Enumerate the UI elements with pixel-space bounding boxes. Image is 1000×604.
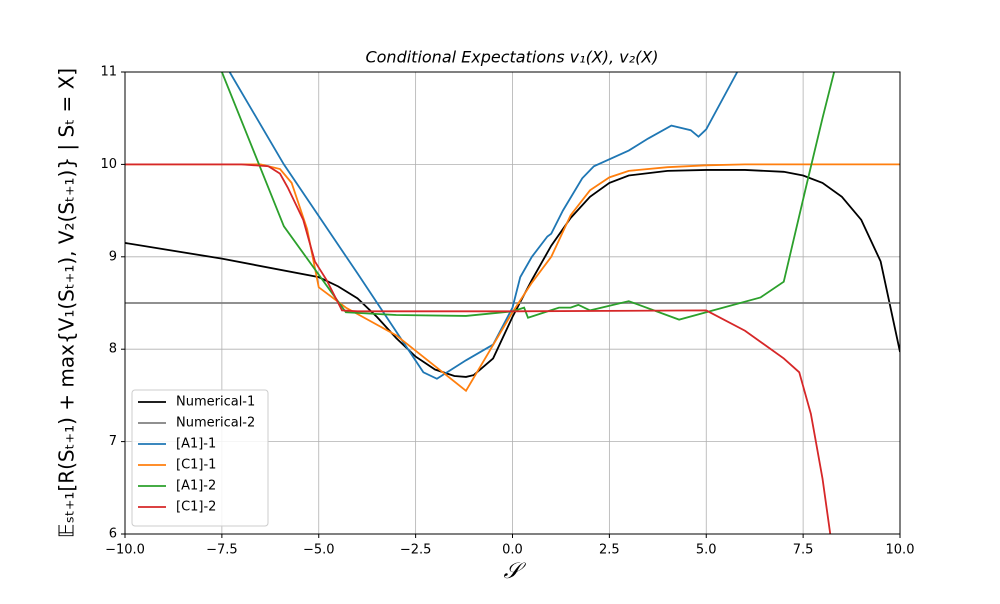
y-axis-label: 𝔼ₛₜ₊₁[R(Sₜ₊₁) + max{V₁(Sₜ₊₁), V₂(Sₜ₊₁)} … (55, 68, 79, 538)
legend-box (131, 389, 269, 527)
y-tick-label: 6 (109, 527, 117, 542)
x-tick-label: 0.0 (502, 543, 523, 558)
x-tick-label: −5.0 (303, 543, 335, 558)
y-tick-label: 7 (109, 434, 117, 449)
legend-label: [C1]-1 (176, 458, 216, 473)
series-line (125, 163, 900, 393)
y-tick-label: 9 (109, 249, 117, 264)
x-tick-label: −2.5 (400, 543, 432, 558)
y-tick-label: 10 (100, 157, 117, 172)
y-tick-label: 11 (100, 65, 117, 80)
legend-label: Numerical-1 (176, 395, 255, 410)
series-line (228, 72, 739, 380)
x-tick-label: 5.0 (696, 543, 717, 558)
chart-title: Conditional Expectations v₁(X), v₂(X) (365, 48, 658, 67)
legend-label: [C1]-2 (176, 500, 216, 515)
legend-label: [A1]-1 (176, 437, 216, 452)
y-tick-label: 8 (109, 342, 117, 357)
x-tick-label: 2.5 (599, 543, 620, 558)
legend-label: [A1]-2 (176, 479, 216, 494)
x-tick-label: 10.0 (886, 543, 915, 558)
series-line (125, 163, 832, 534)
x-tick-label: −7.5 (206, 543, 238, 558)
legend-label: Numerical-2 (176, 416, 255, 431)
x-tick-label: 7.5 (793, 543, 814, 558)
series-line (221, 72, 835, 321)
x-tick-label: −10.0 (105, 543, 145, 558)
